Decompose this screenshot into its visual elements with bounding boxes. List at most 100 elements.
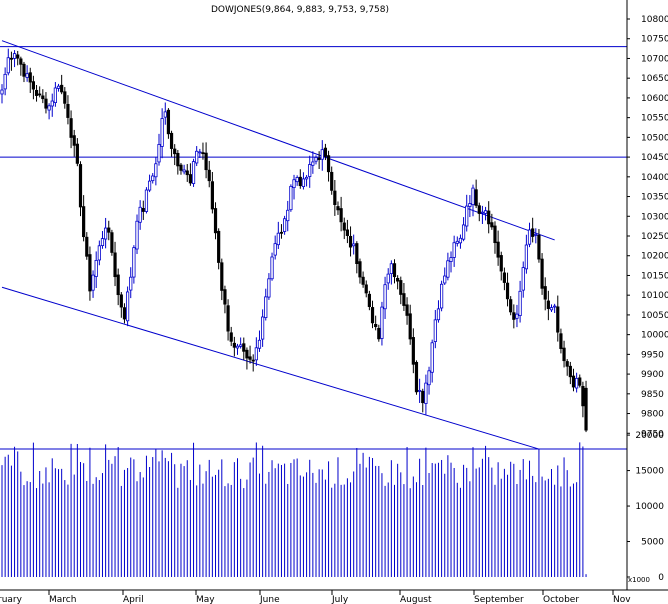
price-bar bbox=[490, 222, 494, 228]
price-bar bbox=[72, 135, 76, 146]
price-bar bbox=[515, 313, 519, 319]
trendline-0 bbox=[1, 40, 555, 241]
price-bar bbox=[433, 319, 437, 342]
price-tick-label: 9900 bbox=[641, 370, 664, 380]
price-bar bbox=[188, 174, 192, 184]
price-tick-label: 10100 bbox=[641, 291, 668, 301]
price-bar bbox=[562, 347, 566, 362]
chart-title: DOWJONES(9,864, 9,883, 9,753, 9,758) bbox=[211, 5, 389, 15]
price-bar bbox=[31, 81, 36, 90]
price-tick-label: 10450 bbox=[641, 153, 668, 163]
price-bar bbox=[270, 256, 274, 280]
price-bar bbox=[116, 274, 120, 296]
price-bar bbox=[12, 53, 17, 59]
price-bar bbox=[575, 377, 579, 389]
price-bar bbox=[527, 229, 532, 245]
month-label: October bbox=[543, 595, 579, 604]
price-bar bbox=[235, 345, 240, 349]
price-bar bbox=[63, 91, 67, 104]
price-bar bbox=[232, 342, 236, 348]
price-tick-label: 10700 bbox=[641, 54, 668, 64]
price-bar bbox=[176, 152, 180, 167]
price-bar bbox=[22, 63, 26, 77]
price-bar bbox=[94, 259, 98, 277]
price-bar bbox=[436, 308, 441, 321]
price-bar bbox=[147, 180, 152, 191]
price-bar bbox=[66, 103, 70, 118]
price-bar bbox=[468, 203, 472, 207]
price-bar bbox=[195, 150, 199, 164]
month-label: March bbox=[49, 595, 76, 604]
price-bar bbox=[91, 274, 95, 291]
price-bar bbox=[411, 337, 415, 365]
price-bar bbox=[449, 257, 453, 262]
price-bar bbox=[273, 243, 277, 256]
price-bar bbox=[257, 339, 262, 349]
price-bar bbox=[345, 229, 350, 236]
price-bar bbox=[242, 343, 246, 352]
price-bar bbox=[493, 225, 497, 244]
price-bar bbox=[455, 240, 459, 244]
price-bar bbox=[210, 181, 214, 210]
price-bar bbox=[251, 359, 255, 362]
price-bar bbox=[355, 243, 359, 264]
price-bar bbox=[160, 118, 164, 147]
price-bar bbox=[571, 375, 576, 388]
price-bar bbox=[311, 161, 315, 166]
price-bar bbox=[286, 209, 290, 222]
price-bar bbox=[323, 147, 328, 157]
price-tick-label: 10200 bbox=[641, 252, 668, 262]
price-bar bbox=[19, 58, 23, 65]
price-bar bbox=[129, 276, 133, 291]
price-bar bbox=[537, 234, 541, 260]
price-bars bbox=[0, 48, 588, 433]
price-bar bbox=[182, 169, 186, 173]
price-tick-label: 10550 bbox=[641, 114, 668, 124]
volume-tick-label: 5000 bbox=[641, 538, 664, 548]
price-bar bbox=[461, 224, 466, 240]
price-bar bbox=[483, 210, 488, 214]
price-bar bbox=[201, 152, 205, 155]
price-bar bbox=[198, 151, 202, 154]
price-bar bbox=[578, 377, 582, 386]
price-bar bbox=[421, 390, 425, 404]
price-bar bbox=[185, 170, 189, 176]
price-bar bbox=[443, 275, 447, 284]
price-bar bbox=[122, 307, 127, 320]
price-bar bbox=[16, 54, 20, 59]
price-bar bbox=[446, 260, 450, 278]
price-bar bbox=[282, 218, 287, 232]
price-bar bbox=[25, 73, 29, 78]
price-bar bbox=[524, 244, 528, 270]
price-bar bbox=[512, 312, 516, 320]
price-bar bbox=[314, 157, 318, 162]
price-tick-label: 10150 bbox=[641, 271, 668, 281]
price-bar bbox=[392, 263, 397, 278]
price-bar bbox=[584, 387, 588, 431]
price-bar bbox=[44, 98, 48, 109]
price-tick-label: 10400 bbox=[641, 173, 668, 183]
price-bar bbox=[458, 237, 463, 244]
price-bar bbox=[279, 231, 284, 234]
price-bar bbox=[47, 105, 51, 111]
price-bar bbox=[304, 176, 309, 180]
price-bar bbox=[207, 169, 211, 182]
price-bar bbox=[559, 333, 563, 349]
price-bar bbox=[6, 57, 10, 74]
price-bar bbox=[204, 152, 208, 171]
price-tick-label: 10300 bbox=[641, 212, 668, 222]
price-bar bbox=[543, 286, 547, 300]
price-bar bbox=[317, 157, 321, 160]
price-bar bbox=[267, 278, 271, 298]
price-bar bbox=[330, 171, 334, 191]
price-bar bbox=[3, 73, 7, 90]
price-bar bbox=[402, 293, 406, 306]
month-label: September bbox=[474, 595, 524, 604]
price-bar bbox=[496, 241, 500, 258]
price-bar bbox=[452, 242, 456, 258]
price-bar bbox=[229, 332, 233, 342]
price-bar bbox=[292, 179, 296, 189]
price-bar bbox=[82, 206, 86, 238]
price-bar bbox=[110, 232, 114, 253]
price-bar bbox=[509, 299, 513, 313]
